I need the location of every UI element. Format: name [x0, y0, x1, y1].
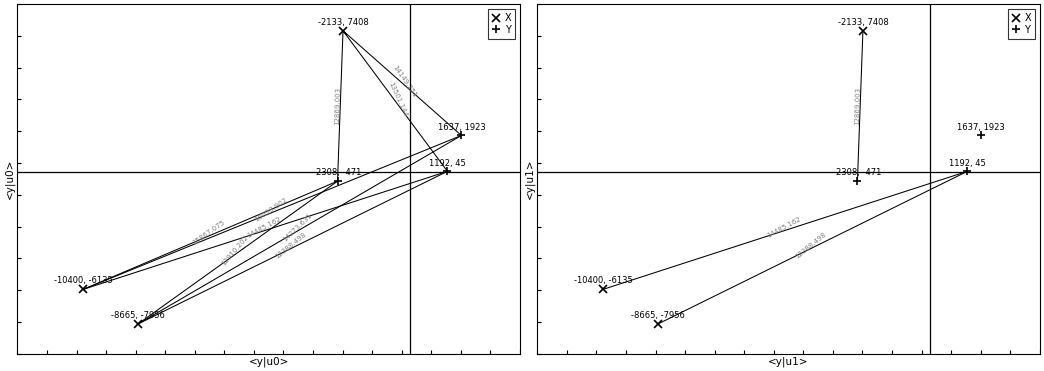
Y-axis label: <y|u0>: <y|u0>: [4, 159, 15, 199]
Text: -8665, -7956: -8665, -7956: [631, 311, 685, 320]
Text: 1192, 45: 1192, 45: [949, 158, 986, 167]
Text: 1637, 1923: 1637, 1923: [957, 123, 1005, 132]
Text: -8665, -7956: -8665, -7956: [111, 311, 165, 320]
Text: -10400, -6135: -10400, -6135: [574, 276, 633, 286]
Text: 14273.631: 14273.631: [282, 212, 313, 243]
X-axis label: <y|u0>: <y|u0>: [248, 356, 289, 367]
Text: 14149.251: 14149.251: [392, 64, 418, 99]
Text: -2308, -471: -2308, -471: [833, 168, 881, 177]
Text: 14485.162: 14485.162: [766, 216, 802, 239]
Text: -2308, -471: -2308, -471: [313, 168, 361, 177]
Text: 12910.202: 12910.202: [221, 234, 250, 267]
Text: -10400, -6135: -10400, -6135: [54, 276, 113, 286]
Text: 12869.003: 12869.003: [854, 87, 860, 125]
Text: 14485.162: 14485.162: [246, 216, 282, 239]
Text: 12388.498: 12388.498: [794, 231, 827, 260]
Legend: X, Y: X, Y: [488, 9, 515, 39]
X-axis label: <y|u1>: <y|u1>: [768, 356, 809, 367]
Y-axis label: <y|u1>: <y|u1>: [524, 159, 535, 199]
Text: 1637, 1923: 1637, 1923: [437, 123, 485, 132]
Text: 15867.075: 15867.075: [191, 219, 226, 246]
Text: 13501.144: 13501.144: [387, 81, 408, 118]
Legend: X, Y: X, Y: [1007, 9, 1035, 39]
Text: 16693.902: 16693.902: [254, 197, 288, 223]
Text: 12388.498: 12388.498: [275, 231, 307, 260]
Text: 12869.003: 12869.003: [334, 87, 340, 125]
Text: 1192, 45: 1192, 45: [429, 158, 466, 167]
Text: -2133, 7408: -2133, 7408: [317, 18, 369, 27]
Text: -2133, 7408: -2133, 7408: [837, 18, 888, 27]
